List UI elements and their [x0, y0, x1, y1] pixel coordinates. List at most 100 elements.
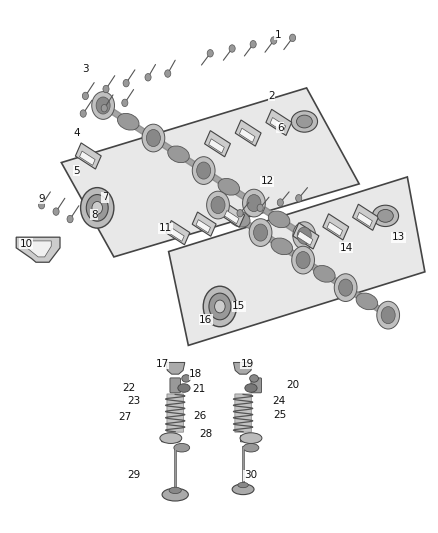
Text: 25: 25 — [273, 410, 286, 419]
Ellipse shape — [142, 124, 165, 152]
Ellipse shape — [81, 188, 114, 228]
Ellipse shape — [296, 252, 310, 269]
Circle shape — [82, 92, 88, 100]
Text: 17: 17 — [155, 359, 169, 368]
Polygon shape — [235, 120, 261, 146]
Ellipse shape — [291, 111, 318, 132]
Polygon shape — [166, 362, 185, 374]
Text: 2: 2 — [268, 91, 275, 101]
Ellipse shape — [207, 191, 230, 219]
Circle shape — [229, 45, 235, 52]
Ellipse shape — [197, 162, 211, 179]
Text: 16: 16 — [199, 315, 212, 325]
Polygon shape — [16, 237, 60, 262]
Text: 20: 20 — [286, 380, 299, 390]
Text: 9: 9 — [38, 194, 45, 204]
Circle shape — [290, 34, 296, 42]
Ellipse shape — [243, 189, 265, 217]
Polygon shape — [192, 212, 216, 236]
Text: 3: 3 — [82, 64, 89, 74]
Ellipse shape — [182, 375, 191, 382]
Ellipse shape — [247, 195, 261, 212]
Circle shape — [103, 85, 109, 93]
Text: 15: 15 — [232, 302, 245, 311]
Ellipse shape — [192, 157, 215, 184]
Text: 19: 19 — [241, 359, 254, 368]
Ellipse shape — [169, 487, 181, 494]
Ellipse shape — [174, 443, 190, 452]
Circle shape — [237, 209, 243, 217]
Ellipse shape — [314, 265, 335, 282]
Ellipse shape — [254, 224, 268, 241]
Polygon shape — [225, 211, 239, 224]
Ellipse shape — [92, 92, 114, 119]
Text: 12: 12 — [261, 176, 274, 186]
Polygon shape — [61, 88, 359, 257]
Circle shape — [165, 70, 171, 77]
Text: 5: 5 — [73, 166, 80, 175]
Ellipse shape — [297, 115, 312, 128]
Ellipse shape — [372, 205, 399, 227]
Ellipse shape — [250, 375, 258, 382]
Ellipse shape — [249, 219, 272, 246]
Ellipse shape — [92, 201, 102, 214]
Ellipse shape — [293, 222, 316, 249]
FancyBboxPatch shape — [251, 378, 261, 393]
Ellipse shape — [162, 488, 188, 501]
Circle shape — [271, 37, 277, 44]
Text: 1: 1 — [275, 30, 282, 39]
Ellipse shape — [86, 195, 108, 221]
Ellipse shape — [160, 433, 182, 443]
Text: 26: 26 — [193, 411, 206, 421]
Ellipse shape — [377, 301, 399, 329]
Polygon shape — [297, 231, 313, 245]
Polygon shape — [357, 212, 372, 227]
Circle shape — [80, 110, 86, 117]
Ellipse shape — [245, 384, 257, 392]
Ellipse shape — [378, 209, 393, 222]
Ellipse shape — [238, 482, 248, 488]
FancyBboxPatch shape — [240, 435, 259, 442]
Circle shape — [277, 199, 283, 206]
Text: 10: 10 — [20, 239, 33, 248]
Ellipse shape — [211, 197, 225, 214]
Text: 21: 21 — [192, 384, 205, 394]
FancyBboxPatch shape — [162, 435, 180, 442]
Polygon shape — [169, 177, 425, 345]
Circle shape — [207, 50, 213, 57]
Polygon shape — [75, 143, 101, 169]
Ellipse shape — [218, 179, 240, 195]
Text: 30: 30 — [244, 471, 257, 480]
Text: 27: 27 — [118, 412, 131, 422]
Polygon shape — [353, 204, 378, 230]
Ellipse shape — [268, 211, 290, 228]
Ellipse shape — [203, 286, 237, 327]
Text: 11: 11 — [159, 223, 172, 233]
Ellipse shape — [334, 274, 357, 302]
Polygon shape — [323, 214, 349, 240]
Polygon shape — [205, 131, 230, 157]
Ellipse shape — [292, 246, 314, 274]
Circle shape — [250, 41, 256, 48]
Circle shape — [257, 204, 263, 212]
Ellipse shape — [117, 114, 139, 130]
Ellipse shape — [96, 97, 110, 114]
Polygon shape — [166, 221, 190, 245]
Ellipse shape — [209, 293, 231, 320]
Text: 7: 7 — [102, 192, 109, 202]
Text: 8: 8 — [91, 210, 98, 220]
Polygon shape — [240, 128, 255, 142]
Circle shape — [123, 79, 129, 87]
Text: 23: 23 — [127, 396, 140, 406]
Polygon shape — [270, 117, 286, 132]
Polygon shape — [327, 222, 343, 236]
Polygon shape — [170, 228, 184, 241]
Circle shape — [39, 201, 45, 209]
Text: 14: 14 — [339, 243, 353, 253]
Text: 18: 18 — [189, 369, 202, 379]
Ellipse shape — [178, 384, 190, 392]
Circle shape — [296, 195, 302, 202]
Circle shape — [101, 104, 107, 112]
Ellipse shape — [271, 238, 293, 255]
Ellipse shape — [215, 300, 225, 313]
